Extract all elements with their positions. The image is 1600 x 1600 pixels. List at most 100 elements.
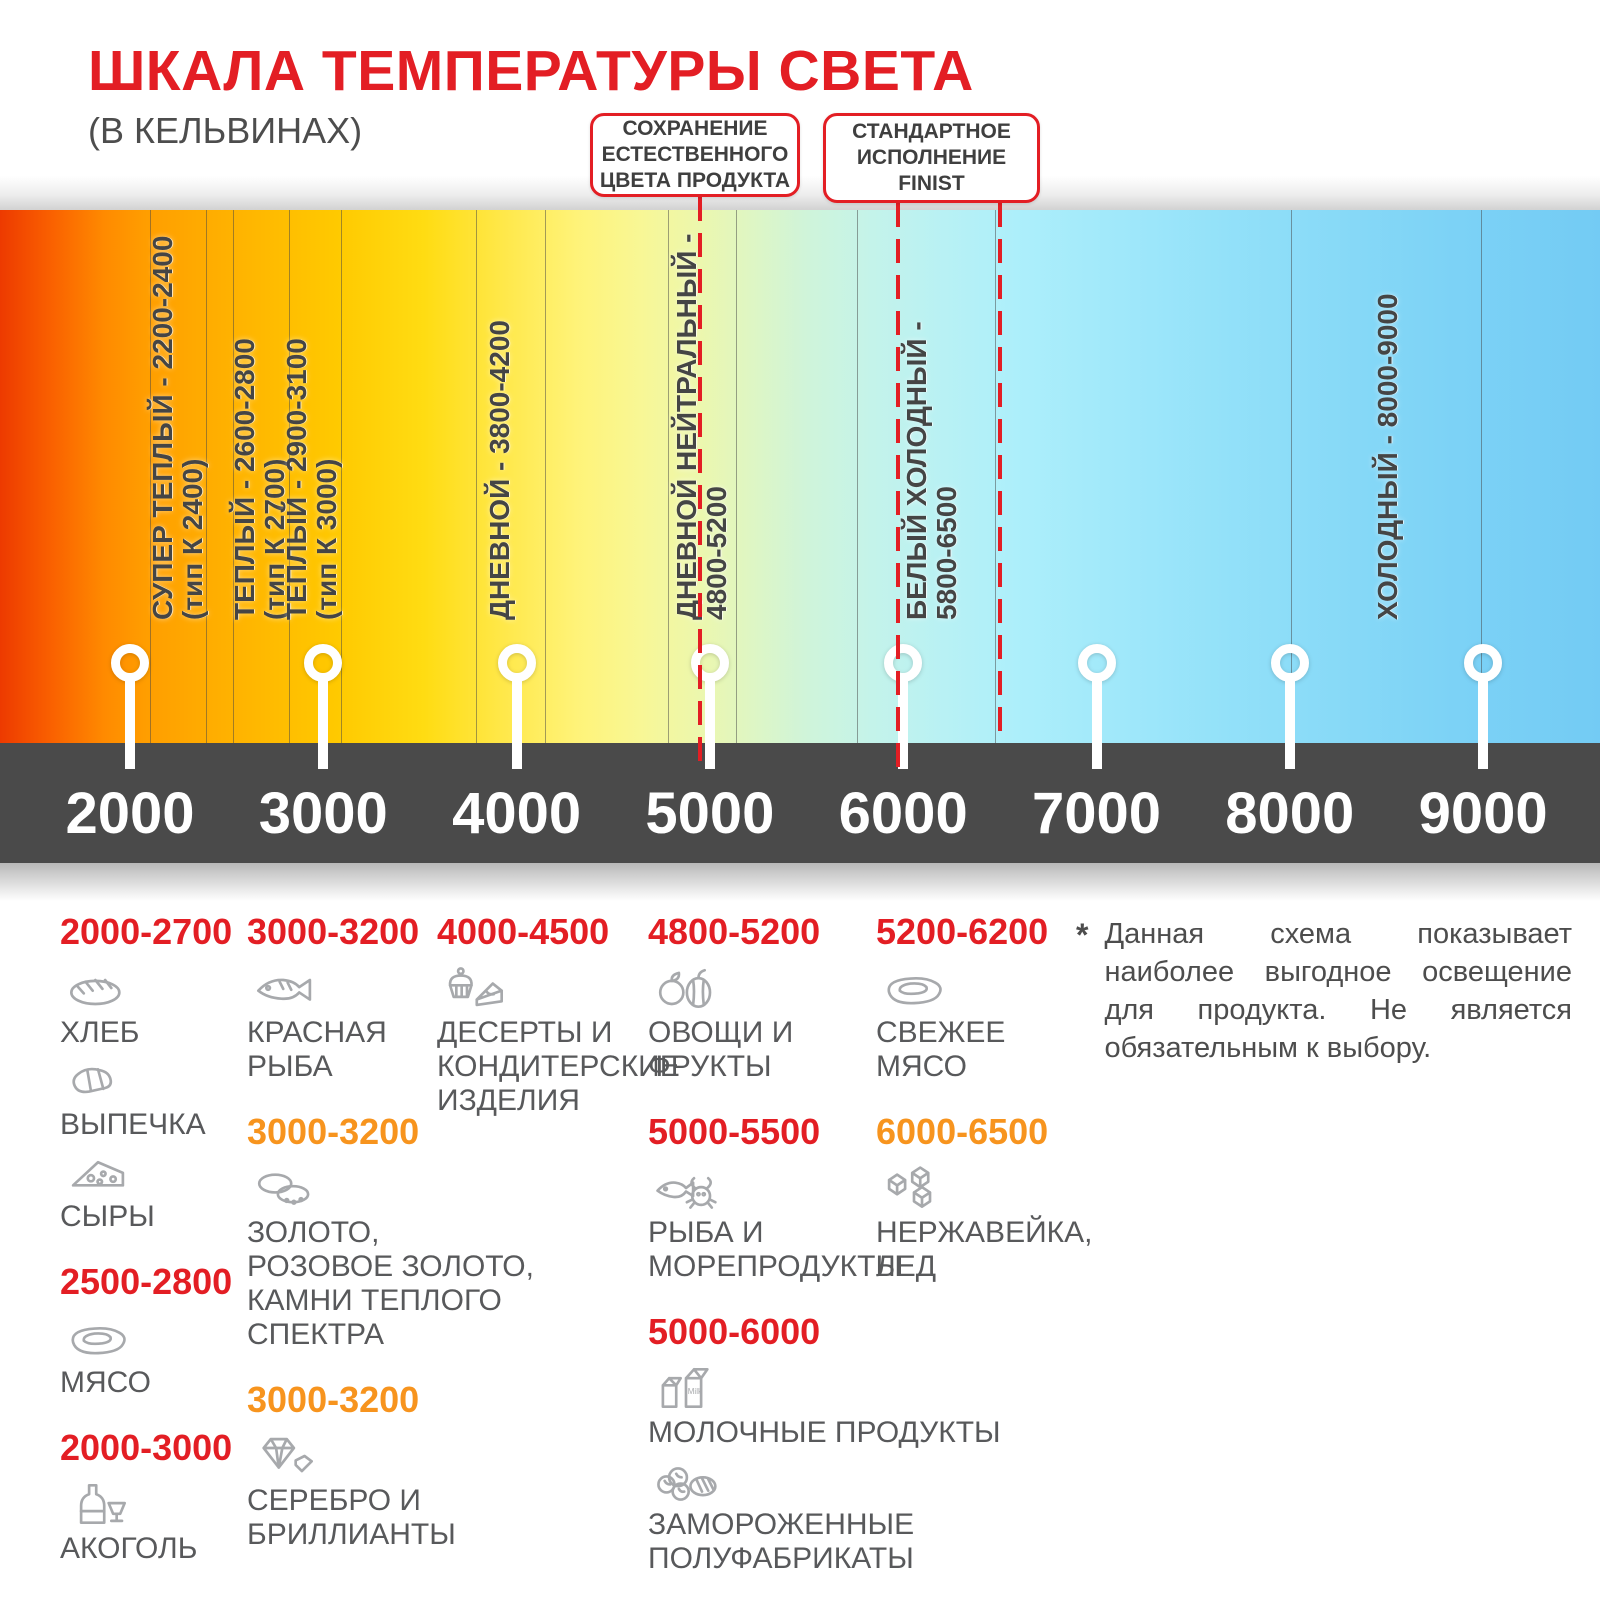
diamond-icon <box>247 1432 534 1480</box>
marker-stem-4000 <box>511 676 522 769</box>
kelvin-gradient-band <box>0 210 1600 743</box>
category-entry: ЗАМОРОЖЕННЫЕ ПОЛУФАБРИКАТЫ <box>648 1456 1001 1576</box>
kelvin-range-label: 5000-6000 <box>648 1311 821 1352</box>
kelvin-range-label: 3000-3200 <box>247 1111 420 1152</box>
category-label: МЯСО <box>60 1366 151 1399</box>
category-label: РЫБА И МОРЕПРОДУКТЫ <box>648 1216 903 1283</box>
marker-stem-2000 <box>125 676 135 769</box>
kelvin-range-label: 2000-3000 <box>60 1427 233 1468</box>
category-label: ЗАМОРОЖЕННЫЕ ПОЛУФАБРИКАТЫ <box>648 1508 915 1575</box>
band-label: ХОЛОДНЫЙ - 8000-9000 <box>1372 293 1403 620</box>
category-column: 5200-6200 СВЕЖЕЕ МЯСО 6000-6500 НЕРЖАВЕЙКА,… <box>876 912 1092 1290</box>
category-entry: КРАСНАЯ РЫБА <box>247 964 534 1084</box>
category-label: ВЫПЕЧКА <box>60 1108 206 1141</box>
category-label: СЕРЕБРО И БРИЛЛИАНТЫ <box>247 1484 456 1551</box>
category-label: НЕРЖАВЕЙКА, ЛЕД <box>876 1216 1093 1283</box>
band-label-line: 5800-6500 <box>931 486 962 620</box>
category-column: 4800-5200 ОВОЩИ И ФРУКТЫ 5000-5500 РЫБА И М… <box>648 912 1001 1582</box>
axis-bottom-shadow <box>0 863 1600 901</box>
band-label: ТЕПЛЫЙ - 2900-3100 (тип К 3000) <box>281 338 342 620</box>
category-entry: СВЕЖЕЕ МЯСО <box>876 964 1092 1084</box>
category-entry: ОВОЩИ И ФРУКТЫ <box>648 964 1001 1084</box>
band-label: ДНЕВНОЙ НЕЙТРАЛЬНЫЙ -4800-5200 <box>671 233 732 620</box>
band-boundary-line <box>736 210 737 743</box>
category-entry: ДЕСЕРТЫ И КОНДИТЕРСКИЕ ИЗДЕЛИЯ <box>437 964 680 1118</box>
category-label: ЗОЛОТО, РОЗОВОЕ ЗОЛОТО, КАМНИ ТЕПЛОГО СП… <box>247 1216 534 1351</box>
kelvin-range-label: 4800-5200 <box>648 911 821 952</box>
category-entry: РЫБА И МОРЕПРОДУКТЫ <box>648 1164 1001 1284</box>
axis-tick-3000: 3000 <box>258 781 388 846</box>
band-boundary-line <box>1291 210 1292 743</box>
category-entry: ЗОЛОТО, РОЗОВОЕ ЗОЛОТО, КАМНИ ТЕПЛОГО СП… <box>247 1164 534 1352</box>
kelvin-range-label: 3000-3200 <box>247 911 420 952</box>
footnote: * Данная схема показывает наиболее выгод… <box>1076 915 1572 1067</box>
band-label: СУПЕР ТЕПЛЫЙ - 2200-2400 (тип К 2400) <box>147 235 208 620</box>
marker-stem-3000 <box>318 676 329 769</box>
axis-tick-2000: 2000 <box>65 781 195 846</box>
band-label: ДНЕВНОЙ - 3800-4200 <box>484 320 515 620</box>
svg-text:Milk: Milk <box>688 1387 703 1396</box>
marker-stem-8000 <box>1284 676 1295 769</box>
band-label-line: (тип К 3000) <box>311 458 342 620</box>
band-boundary-line <box>857 210 858 743</box>
category-entry: АКОГОЛЬ <box>60 1480 232 1566</box>
steak-icon <box>60 1314 232 1362</box>
ice-icon <box>876 1164 1092 1212</box>
kelvin-range-label: 3000-3200 <box>247 1379 420 1420</box>
callout-connector-line <box>896 203 900 770</box>
kelvin-range-label: 2500-2800 <box>60 1261 233 1302</box>
category-entry: Milk МОЛОЧНЫЕ ПРОДУКТЫ <box>648 1364 1001 1450</box>
kelvin-range-label: 5000-5500 <box>648 1111 821 1152</box>
axis-tick-6000: 6000 <box>838 781 968 846</box>
marker-stem-5000 <box>704 676 715 769</box>
band-label-line: ДНЕВНОЙ - 3800-4200 <box>484 320 515 620</box>
marker-stem-7000 <box>1091 676 1102 769</box>
band-label-line: 4800-5200 <box>701 486 732 620</box>
milk-icon: Milk <box>648 1364 1001 1412</box>
band-boundary-line <box>150 210 151 743</box>
marker-stem-9000 <box>1478 676 1489 769</box>
steak-icon <box>876 964 1092 1012</box>
category-label: ОВОЩИ И ФРУКТЫ <box>648 1016 794 1083</box>
frozen-icon <box>648 1456 1001 1504</box>
band-label-line: ТЕПЛЫЙ - 2600-2800 <box>229 338 260 620</box>
callout-connector-line <box>698 197 702 770</box>
category-label: АКОГОЛЬ <box>60 1532 198 1565</box>
axis-tick-5000: 5000 <box>645 781 775 846</box>
dessert-icon <box>437 964 680 1012</box>
category-entry: ХЛЕБ <box>60 964 232 1050</box>
rings-icon <box>247 1164 534 1212</box>
callout-natural-color: СОХРАНЕНИЕ ЕСТЕСТВЕННОГО ЦВЕТА ПРОДУКТА <box>590 113 800 197</box>
category-column: 3000-3200 КРАСНАЯ РЫБА 3000-3200 ЗОЛОТО, РО… <box>247 912 534 1558</box>
band-boundary-line <box>1481 210 1482 743</box>
band-label-line: СУПЕР ТЕПЛЫЙ - 2200-2400 <box>147 235 178 620</box>
page-title: ШКАЛА ТЕМПЕРАТУРЫ СВЕТА <box>88 39 974 103</box>
cheese-icon <box>60 1148 232 1196</box>
alcohol-icon <box>60 1480 232 1528</box>
band-boundary-line <box>476 210 477 743</box>
category-entry: НЕРЖАВЕЙКА, ЛЕД <box>876 1164 1092 1284</box>
band-label-line: (тип К 2400) <box>177 458 208 620</box>
kelvin-range-label: 6000-6500 <box>876 1111 1049 1152</box>
category-column: 4000-4500 ДЕСЕРТЫ И КОНДИТЕРСКИЕ ИЗДЕЛИЯ <box>437 912 680 1124</box>
category-entry: ВЫПЕЧКА <box>60 1056 232 1142</box>
band-boundary-line <box>995 210 996 743</box>
page-subtitle: (В КЕЛЬВИНАХ) <box>88 110 363 151</box>
category-label: СЫРЫ <box>60 1200 155 1233</box>
axis-tick-9000: 9000 <box>1418 781 1548 846</box>
fish-icon <box>247 964 534 1012</box>
kelvin-axis-bar <box>0 743 1600 863</box>
band-boundary-line <box>668 210 669 743</box>
kelvin-range-label: 4000-4500 <box>437 911 610 952</box>
category-entry: МЯСО <box>60 1314 232 1400</box>
band-label-line: ТЕПЛЫЙ - 2900-3100 <box>281 338 312 620</box>
axis-tick-4000: 4000 <box>452 781 582 846</box>
callout-connector-line <box>998 203 1002 743</box>
band-boundary-line <box>545 210 546 743</box>
category-label: СВЕЖЕЕ МЯСО <box>876 1016 1006 1083</box>
axis-tick-8000: 8000 <box>1225 781 1355 846</box>
kelvin-range-label: 2000-2700 <box>60 911 233 952</box>
croissant-icon <box>60 1056 232 1104</box>
band-label-line: БЕЛЫЙ ХОЛОДНЫЙ - <box>901 321 932 620</box>
